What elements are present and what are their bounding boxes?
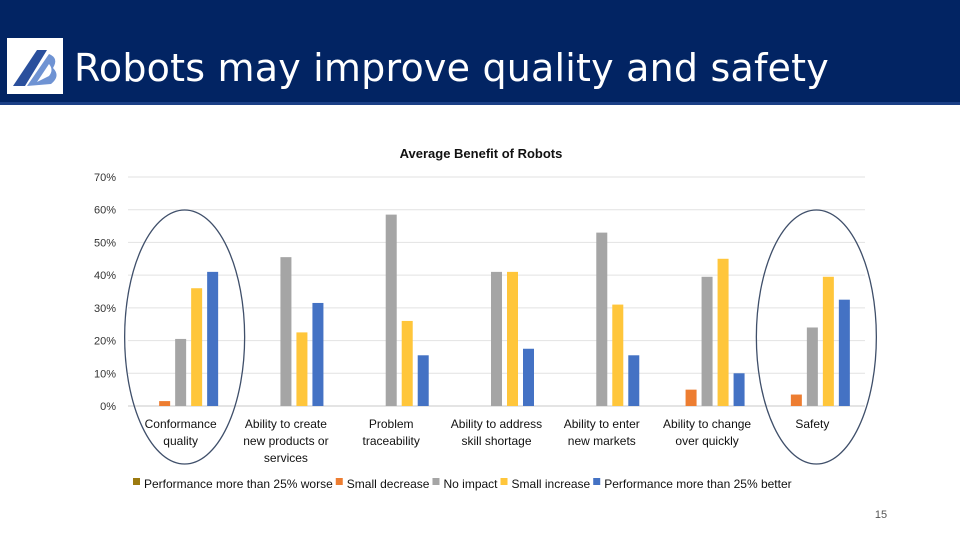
legend-label: Performance more than 25% better: [604, 477, 791, 491]
bar: [191, 288, 203, 406]
bar: [159, 401, 171, 406]
y-tick-label: 50%: [94, 237, 116, 249]
bar: [523, 348, 534, 406]
bar: [175, 338, 187, 406]
y-tick-label: 70%: [94, 172, 116, 184]
legend-label: Small increase: [512, 477, 591, 491]
chart-title: Average Benefit of Robots: [399, 146, 563, 161]
bar: [280, 257, 292, 406]
category-label: Ability to enter new markets: [564, 417, 640, 448]
bar: [417, 355, 429, 406]
y-tick-label: 0%: [100, 401, 116, 413]
category-label: Ability to create new products or services: [243, 417, 328, 465]
legend-swatch: [593, 478, 601, 485]
legend-swatch: [500, 478, 508, 485]
page-number: 15: [874, 509, 888, 521]
bar: [628, 355, 640, 406]
highlight-ellipse: [755, 209, 878, 465]
company-logo: [7, 38, 63, 94]
bar: [701, 276, 713, 406]
category-label: Conformance quality: [145, 417, 217, 448]
logo-icon: [9, 40, 61, 92]
legend-label: Small decrease: [347, 477, 430, 491]
category-label: Safety: [795, 417, 829, 431]
y-tick-label: 60%: [94, 205, 116, 217]
category-label: Ability to change over quickly: [663, 417, 751, 448]
bar: [733, 373, 745, 406]
y-tick-label: 40%: [94, 270, 116, 282]
header-divider: [0, 102, 960, 105]
bar: [596, 232, 608, 406]
bar: [685, 389, 697, 406]
bar: [312, 302, 324, 406]
bar: [790, 394, 802, 406]
legend-label: No impact: [443, 477, 498, 491]
bar: [385, 214, 397, 406]
legend-swatch: [432, 478, 440, 485]
legend-label: Performance more than 25% worse: [144, 477, 333, 491]
bar: [491, 271, 502, 406]
bar: [838, 299, 850, 406]
bar: [612, 304, 624, 406]
slide-title: Robots may improve quality and safety: [74, 46, 829, 90]
bar: [806, 327, 818, 406]
category-label: Problem traceability: [363, 417, 420, 448]
bar: [507, 271, 518, 406]
bar: [207, 271, 219, 406]
category-label: Ability to address skill shortage: [451, 417, 542, 448]
highlight-ellipse: [123, 209, 246, 465]
bar: [296, 332, 308, 406]
bar: [717, 258, 729, 406]
y-tick-label: 20%: [94, 336, 116, 348]
y-tick-label: 10%: [94, 368, 116, 380]
legend-swatch: [133, 478, 140, 485]
legend-swatch: [335, 478, 343, 485]
title-bar: Robots may improve quality and safety: [0, 0, 960, 102]
bar: [822, 276, 834, 406]
y-tick-label: 30%: [94, 303, 116, 315]
bar: [401, 320, 413, 406]
